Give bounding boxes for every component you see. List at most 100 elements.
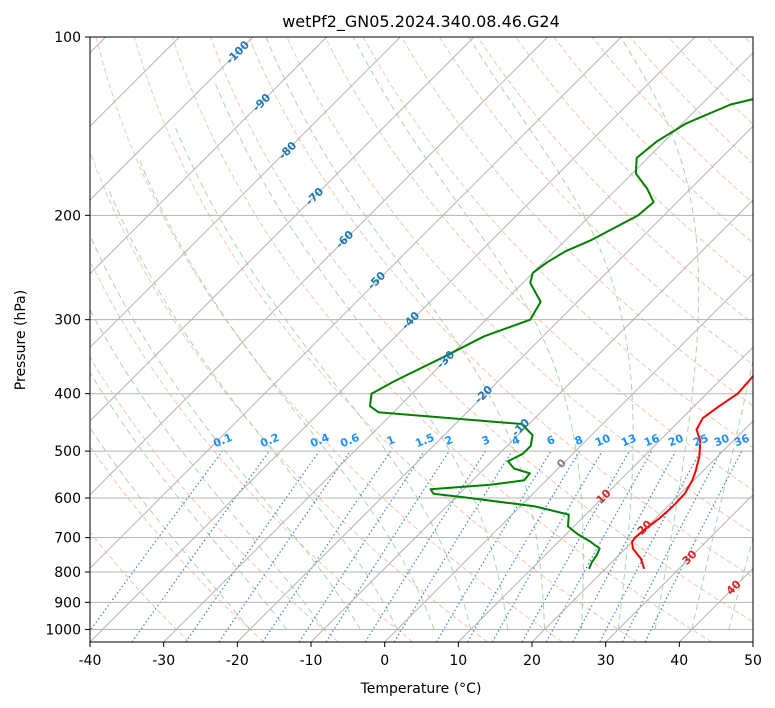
isotherm: [90, 37, 328, 275]
x-tick-label: 0: [380, 653, 389, 669]
y-tick-label: 1000: [45, 622, 81, 638]
x-tick-label: 20: [523, 653, 541, 669]
mixing-ratio-label: 8: [573, 433, 585, 448]
isotherm: [90, 37, 475, 422]
mixing-ratio-label: 0.2: [258, 431, 281, 450]
mixing-ratio-label: 30: [712, 432, 731, 450]
mixing-ratio-label: 1: [385, 433, 397, 448]
isotherm: [236, 125, 753, 642]
dry-adiabat: [95, 37, 563, 642]
isotherm: [90, 37, 254, 201]
moist-adiabat: [620, 37, 700, 630]
mixing-ratio-line: [218, 450, 351, 642]
mixing-ratio-label: 20: [666, 432, 685, 450]
chart-title: wetPf2_GN05.2024.340.08.46.G24: [282, 12, 560, 32]
dry-adiabat: [133, 37, 638, 642]
mixing-ratio-line: [90, 450, 223, 632]
moist-adiabat: [107, 188, 398, 630]
y-tick-label: 800: [54, 565, 81, 581]
background-lines: [90, 37, 753, 642]
mixing-ratio-label: 6: [545, 433, 557, 448]
mixing-ratio-label: 2: [443, 433, 455, 448]
mixing-ratio-line: [298, 450, 425, 642]
mixing-ratio-label: 10: [593, 432, 612, 450]
dry-adiabat: [90, 356, 339, 642]
x-tick-label: -20: [226, 653, 249, 669]
moist-adiabat: [90, 371, 288, 630]
mixing-ratio-line: [599, 450, 702, 642]
mixing-ratio-label: 0.1: [211, 431, 234, 450]
dry-adiabat: [362, 37, 753, 449]
dry-adiabat: [515, 37, 753, 284]
isotherm: [90, 37, 622, 570]
moist-adiabat: [265, 37, 546, 630]
plot-frame: [89, 36, 754, 643]
mixing-ratio-line: [644, 450, 743, 642]
dewpoint-line: [369, 98, 753, 570]
moist-adiabat: [468, 37, 634, 630]
y-tick-label: 900: [54, 595, 81, 611]
y-tick-label: 400: [54, 387, 81, 403]
mixing-ratio-label: 16: [642, 432, 661, 450]
mixing-ratio-label: 13: [619, 432, 638, 450]
dry-adiabat: [591, 37, 753, 204]
isotherm-label: -50: [365, 269, 388, 292]
x-tick-label: 30: [597, 653, 615, 669]
axis-ticks: -40 -30 -20 -10 0 10 20 30 40 5010020030040050060…: [45, 30, 762, 669]
y-tick-label: 600: [54, 491, 81, 507]
dry-adiabat: [90, 259, 414, 642]
mixing-ratio-line: [435, 450, 552, 642]
mixing-ratio-label: 25: [691, 432, 710, 450]
x-tick-label: -10: [300, 653, 323, 669]
pressure-grid: [90, 37, 753, 630]
isotherm: [310, 199, 753, 642]
dry-adiabat: [553, 37, 753, 244]
y-tick-label: 500: [54, 444, 81, 460]
moist-adiabat-label: 0: [554, 456, 569, 471]
isotherm: [90, 37, 549, 496]
temperature-line: [631, 374, 753, 570]
mixing-ratio-line: [262, 450, 392, 642]
moist-adiabat: [90, 234, 361, 630]
dry-adiabat: [90, 531, 190, 642]
mixing-ratio-line: [325, 450, 450, 642]
dry-adiabat: [706, 37, 753, 86]
mixing-ratio-line: [621, 450, 722, 642]
isotherm: [605, 493, 753, 642]
x-tick-label: 50: [744, 653, 762, 669]
dry-adiabat: [668, 37, 753, 125]
x-tick-label: -30: [152, 653, 175, 669]
moist-adiabat: [173, 123, 472, 630]
isotherm-label: -80: [276, 139, 299, 162]
x-tick-label: -40: [79, 653, 102, 669]
isotherm: [531, 420, 753, 642]
mixing-ratio-line: [572, 450, 677, 642]
dry-adiabat: [210, 37, 753, 623]
y-tick-label: 200: [54, 208, 81, 224]
moist-adiabat: [728, 536, 753, 630]
y-tick-label: 700: [54, 531, 81, 547]
isotherm: [752, 641, 753, 642]
isotherm-label: -20: [472, 383, 495, 406]
mixing-ratio-label: 0.4: [308, 431, 331, 450]
y-axis-label: Pressure (hPa): [13, 290, 29, 390]
mixing-ratio-line: [521, 450, 631, 642]
x-tick-label: 10: [449, 653, 467, 669]
moist-adiabat: [691, 358, 753, 630]
y-tick-label: 300: [54, 313, 81, 329]
mixing-ratio-label: 36: [732, 432, 751, 450]
moist-adiabat: [90, 308, 325, 630]
x-tick-label: 40: [670, 653, 688, 669]
mixing-ratio-line: [545, 450, 653, 642]
isotherm: [90, 37, 401, 349]
dry-adiabat: [400, 37, 753, 407]
dry-adiabat: [438, 37, 753, 366]
moist-adiabat: [90, 426, 251, 630]
dry-adiabat: [324, 37, 753, 491]
dry-adiabat: [90, 150, 488, 642]
isotherm: [90, 37, 696, 642]
mixing-ratio-line: [393, 450, 513, 642]
dry-adiabat: [171, 37, 712, 642]
mixing-ratio-label: 1.5: [413, 431, 436, 450]
